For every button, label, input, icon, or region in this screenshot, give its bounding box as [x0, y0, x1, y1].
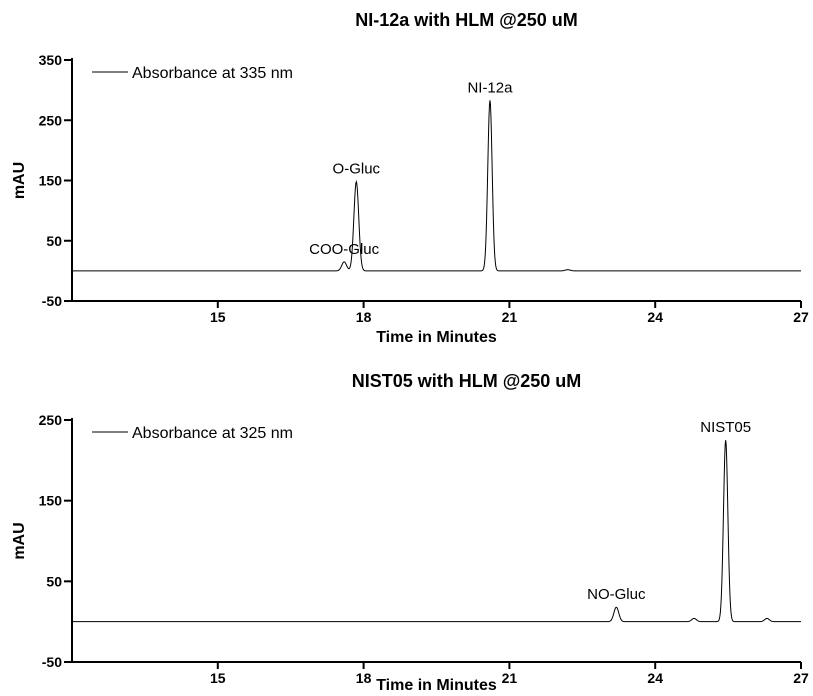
legend-label: Absorbance at 325 nm	[132, 425, 293, 442]
x-axis-label: Time in Minutes	[376, 329, 497, 346]
chromatogram-trace	[72, 440, 801, 623]
y-tick-label: 50	[46, 573, 62, 589]
y-tick-label: 350	[39, 52, 63, 68]
x-tick-label: 15	[210, 670, 226, 686]
x-tick-label: 18	[356, 670, 372, 686]
y-tick-label: 250	[39, 412, 63, 428]
x-axis-label: Time in Minutes	[376, 677, 497, 694]
peak-label: COO-Gluc	[309, 241, 380, 258]
y-axis-label: mAU	[11, 522, 28, 559]
x-tick-label: 24	[647, 309, 663, 325]
y-tick-label: -50	[42, 293, 62, 309]
y-tick-label: 150	[39, 493, 63, 509]
x-tick-label: 27	[793, 309, 809, 325]
x-tick-label: 15	[210, 309, 226, 325]
x-tick-label: 21	[502, 670, 518, 686]
peak-label: NI-12a	[467, 79, 513, 96]
peak-label: O-Gluc	[333, 161, 381, 178]
chart-panel-2: NIST05 with HLM @250 uM -50 50 150 250 15 18 21…	[11, 371, 809, 694]
peak-label: NIST05	[700, 419, 751, 436]
x-tick-label: 27	[793, 670, 809, 686]
x-tick-label: 21	[502, 309, 518, 325]
chart-title: NI-12a with HLM @250 uM	[355, 10, 578, 30]
legend-label: Absorbance at 335 nm	[132, 65, 293, 82]
peak-label: NO-Gluc	[587, 586, 646, 603]
y-tick-label: 150	[39, 173, 63, 189]
chart-panel-1: NI-12a with HLM @250 uM -50 50 150 250 350 15 1…	[11, 10, 809, 346]
chart-title: NIST05 with HLM @250 uM	[352, 371, 582, 391]
y-tick-label: 250	[39, 112, 63, 128]
x-tick-label: 24	[647, 670, 663, 686]
y-tick-label: -50	[42, 654, 62, 670]
x-tick-label: 18	[356, 309, 372, 325]
chromatogram-trace	[72, 100, 801, 272]
y-tick-label: 50	[46, 233, 62, 249]
y-axis-label: mAU	[11, 162, 28, 199]
